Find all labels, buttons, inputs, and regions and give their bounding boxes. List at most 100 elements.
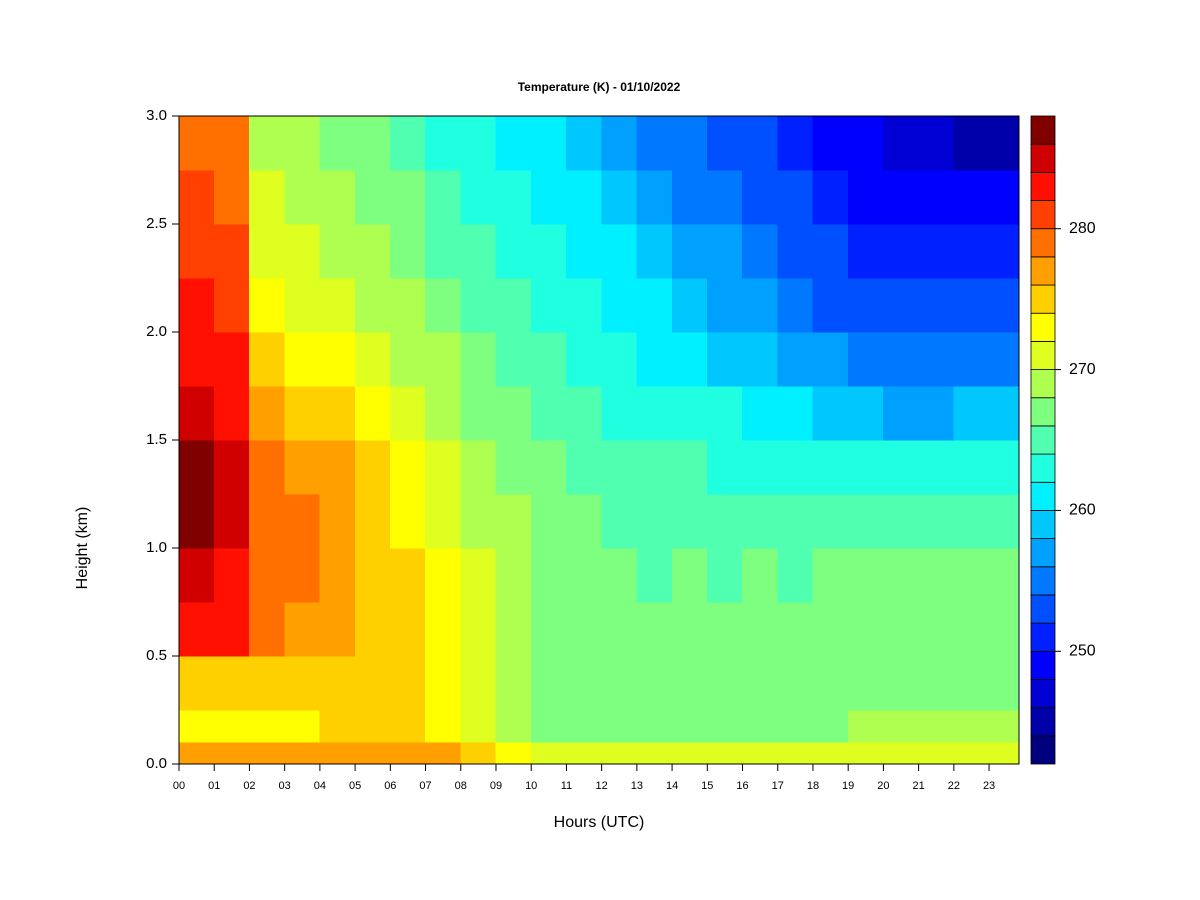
x-tick-label: 21 — [912, 780, 924, 792]
x-tick-label: 02 — [243, 780, 255, 792]
heatmap-cell — [319, 742, 356, 765]
heatmap-cell — [636, 277, 673, 333]
heatmap-cell — [953, 115, 990, 171]
heatmap-cell — [425, 385, 462, 441]
heatmap-cell — [319, 655, 356, 711]
heatmap-cell — [530, 655, 567, 711]
heatmap-cell — [354, 439, 391, 495]
heatmap-cell — [988, 223, 1020, 279]
heatmap-cell — [495, 169, 532, 225]
colorbar-bin — [1030, 453, 1056, 483]
heatmap-cell — [390, 742, 426, 765]
heatmap-cell — [601, 115, 638, 171]
heatmap-cell — [284, 493, 321, 549]
heatmap-cell — [354, 115, 391, 171]
heatmap-cell — [249, 439, 285, 495]
heatmap-cell — [390, 601, 426, 657]
heatmap-cell — [249, 223, 285, 279]
heatmap-cell — [284, 655, 321, 711]
heatmap-cell — [319, 601, 356, 657]
heatmap-cell — [425, 115, 462, 171]
heatmap-cell — [601, 709, 638, 743]
x-tick-label: 06 — [384, 780, 396, 792]
heatmap-cell — [918, 547, 955, 603]
colorbar-bin — [1030, 679, 1056, 709]
heatmap-cell — [495, 601, 532, 657]
colorbar-tick-label: 250 — [1069, 643, 1096, 660]
heatmap-cell — [918, 742, 955, 765]
y-axis-label: Height (km) — [74, 507, 91, 590]
heatmap-cell — [812, 439, 849, 495]
heatmap-cell — [918, 385, 955, 441]
heatmap-cell — [354, 385, 391, 441]
x-tick-label: 22 — [948, 780, 960, 792]
heatmap-cell — [460, 115, 497, 171]
heatmap-cell — [495, 493, 532, 549]
heatmap-cell — [953, 169, 990, 225]
heatmap-cell — [390, 547, 426, 603]
x-tick-label: 12 — [596, 780, 608, 792]
heatmap-cell — [636, 547, 673, 603]
heatmap-cell — [213, 547, 250, 603]
heatmap-cell — [319, 277, 356, 333]
heatmap-cell — [249, 385, 285, 441]
heatmap-cell — [918, 331, 955, 387]
heatmap-cell — [460, 277, 497, 333]
heatmap-cell — [988, 169, 1020, 225]
heatmap-cell — [953, 385, 990, 441]
heatmap-cell — [707, 169, 743, 225]
heatmap-cell — [777, 115, 814, 171]
heatmap-cell — [284, 115, 321, 171]
y-tick-label: 1.5 — [146, 431, 167, 448]
x-tick-label: 00 — [173, 780, 185, 792]
heatmap-cell — [530, 169, 567, 225]
heatmap-cell — [601, 439, 638, 495]
heatmap-cell — [213, 742, 250, 765]
heatmap-cell — [601, 742, 638, 765]
heatmap-cell — [777, 601, 814, 657]
heatmap-cell — [847, 547, 884, 603]
heatmap-cell — [883, 493, 919, 549]
colorbar-bin — [1030, 143, 1056, 173]
heatmap-cell — [566, 655, 602, 711]
heatmap-cell — [354, 601, 391, 657]
x-tick-label: 15 — [701, 780, 713, 792]
heatmap-cell — [601, 331, 638, 387]
heatmap-cell — [390, 277, 426, 333]
heatmap-cell — [425, 277, 462, 333]
x-tick-label: 03 — [279, 780, 291, 792]
heatmap-cell — [601, 601, 638, 657]
heatmap-cell — [777, 742, 814, 765]
colorbar-bin — [1030, 566, 1056, 596]
heatmap-cell — [213, 385, 250, 441]
heatmap-cell — [883, 655, 919, 711]
x-tick-label: 08 — [455, 780, 467, 792]
heatmap-cell — [707, 742, 743, 765]
heatmap-cell — [284, 601, 321, 657]
x-tick-label: 11 — [561, 780, 572, 792]
heatmap-cell — [671, 742, 708, 765]
heatmap-cell — [671, 169, 708, 225]
heatmap-cell — [812, 547, 849, 603]
heatmap-cell — [671, 709, 708, 743]
heatmap-cell — [953, 547, 990, 603]
heatmap-cell — [777, 493, 814, 549]
heatmap-cell — [495, 223, 532, 279]
heatmap-cell — [636, 439, 673, 495]
heatmap-cell — [319, 115, 356, 171]
heatmap-cell — [671, 331, 708, 387]
heatmap-cell — [988, 331, 1020, 387]
heatmap-cell — [354, 277, 391, 333]
heatmap-cell — [671, 115, 708, 171]
heatmap-cell — [354, 169, 391, 225]
heatmap-cell — [636, 385, 673, 441]
heatmap-cell — [390, 493, 426, 549]
heatmap-cell — [707, 331, 743, 387]
x-tick-label: 23 — [983, 780, 995, 792]
heatmap-cell — [742, 223, 779, 279]
heatmap-cell — [566, 709, 602, 743]
x-tick-label: 16 — [736, 780, 748, 792]
heatmap-cell — [284, 385, 321, 441]
heatmap-cell — [460, 547, 497, 603]
